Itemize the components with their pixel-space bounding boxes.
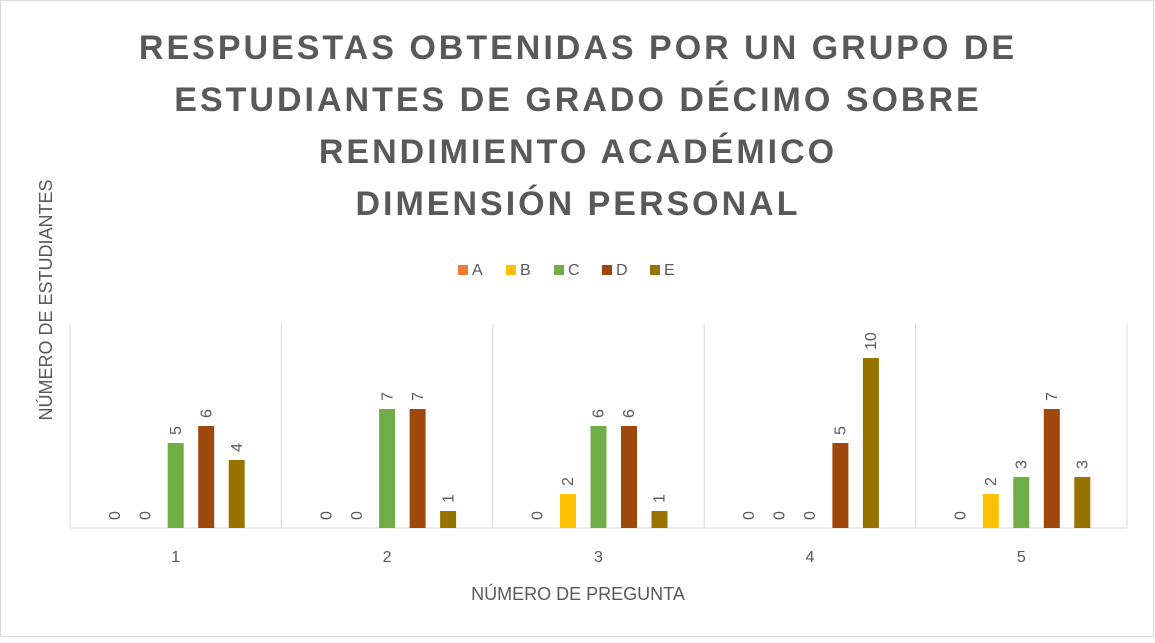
data-label: 6 — [591, 409, 608, 418]
data-label: 10 — [863, 332, 880, 350]
bar — [651, 511, 668, 528]
data-label: 0 — [137, 511, 154, 520]
legend-label: B — [520, 262, 531, 279]
legend-swatch — [650, 265, 660, 275]
bar — [440, 511, 457, 528]
chart-title: RENDIMIENTO ACADÉMICO — [319, 133, 837, 171]
x-tick-label: 4 — [805, 549, 814, 566]
data-label: 0 — [530, 511, 547, 520]
legend-swatch — [554, 265, 564, 275]
data-label: 0 — [953, 511, 970, 520]
legend-label: C — [568, 262, 580, 279]
bar — [379, 409, 396, 528]
bar — [862, 358, 879, 528]
y-axis-label: NÚMERO DE ESTUDIANTES — [35, 179, 56, 420]
bar — [560, 494, 576, 528]
data-label: 7 — [410, 392, 427, 401]
data-label: 6 — [198, 409, 215, 418]
data-label: 4 — [229, 443, 246, 452]
data-label: 6 — [621, 409, 638, 418]
x-tick-label: 2 — [383, 549, 392, 566]
data-label: 2 — [983, 477, 1000, 486]
data-label: 7 — [1044, 392, 1061, 401]
data-label: 5 — [168, 426, 185, 435]
bar — [590, 426, 607, 528]
legend-label: E — [664, 262, 675, 279]
legend-label: D — [616, 262, 628, 279]
data-label: 1 — [652, 494, 669, 503]
data-label: 0 — [318, 511, 335, 520]
data-label: 0 — [349, 511, 366, 520]
data-label: 1 — [440, 494, 457, 503]
x-tick-label: 5 — [1017, 549, 1026, 566]
legend-swatch — [602, 265, 612, 275]
bar — [228, 460, 245, 528]
bar — [982, 494, 999, 528]
legend-swatch — [506, 265, 516, 275]
legend-swatch — [458, 265, 468, 275]
x-tick-label: 1 — [171, 549, 180, 566]
data-label: 0 — [107, 511, 124, 520]
chart-title: ESTUDIANTES DE GRADO DÉCIMO SOBRE — [174, 81, 981, 119]
chart-title: DIMENSIÓN PERSONAL — [355, 185, 800, 223]
bar — [621, 426, 637, 528]
data-label: 5 — [833, 426, 850, 435]
data-label: 0 — [802, 511, 819, 520]
legend-label: A — [472, 262, 483, 279]
bar — [1013, 477, 1030, 528]
bar — [167, 443, 184, 528]
bar — [1074, 477, 1091, 528]
bar — [1043, 409, 1060, 528]
bar — [409, 409, 426, 528]
bar — [198, 426, 215, 528]
data-label: 0 — [741, 511, 758, 520]
data-label: 7 — [379, 392, 396, 401]
chart-title: RESPUESTAS OBTENIDAS POR UN GRUPO DE — [139, 29, 1017, 67]
data-label: 3 — [1075, 460, 1092, 469]
data-label: 2 — [560, 477, 577, 486]
x-axis-label: NÚMERO DE PREGUNTA — [471, 583, 685, 604]
data-label: 3 — [1014, 460, 1031, 469]
bar — [832, 443, 849, 528]
x-tick-label: 3 — [594, 549, 603, 566]
data-label: 0 — [772, 511, 789, 520]
